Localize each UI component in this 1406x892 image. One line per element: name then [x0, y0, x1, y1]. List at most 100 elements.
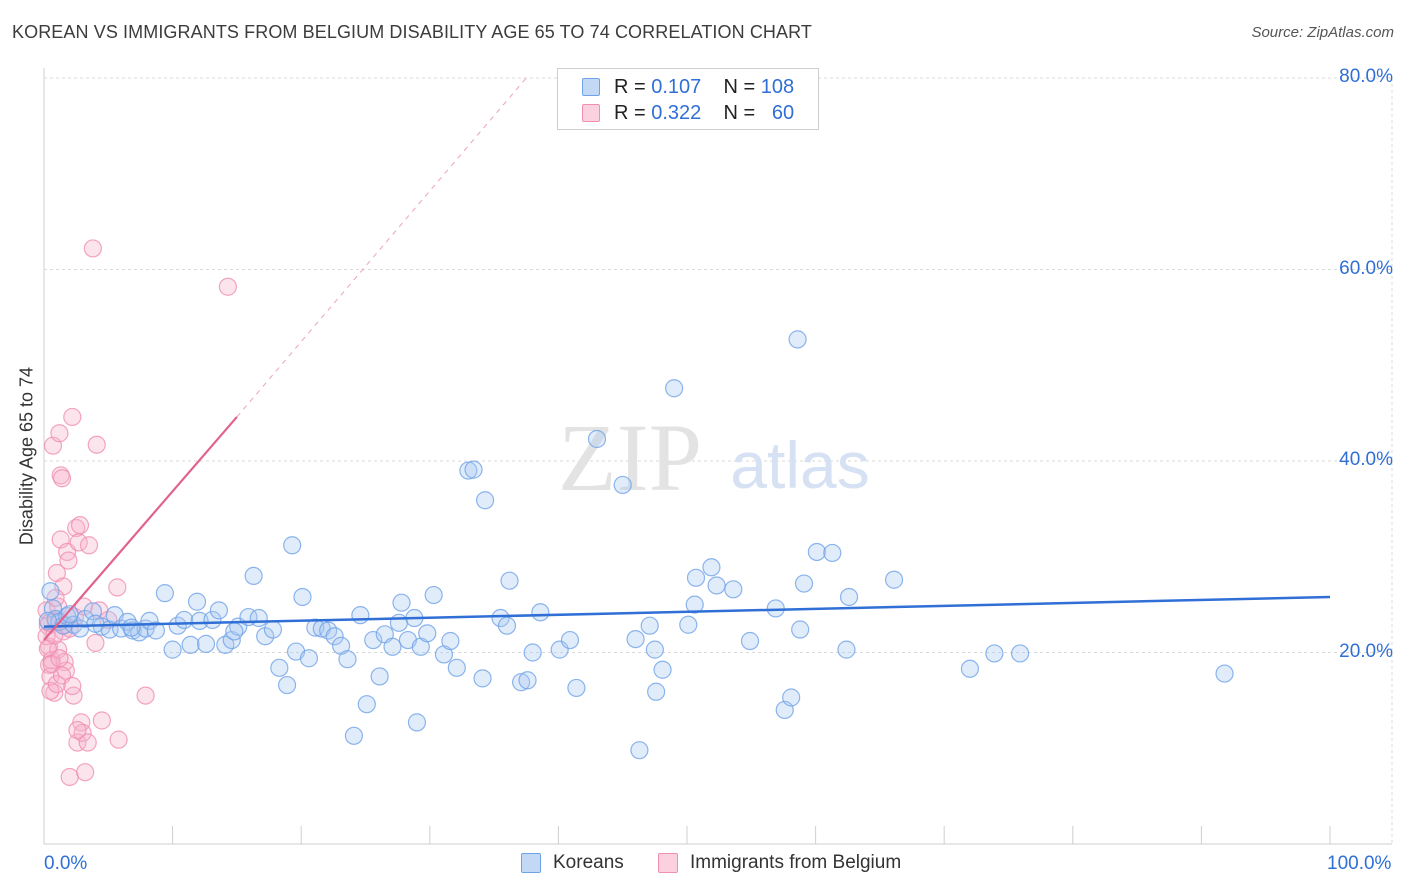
korean-point [702, 558, 721, 577]
korean-point [1010, 644, 1030, 663]
korean-point [823, 543, 842, 563]
korean-point [370, 667, 389, 686]
korean-point [985, 644, 1004, 663]
korean-point [1215, 664, 1234, 683]
belgium-point [83, 239, 102, 258]
korean-point [293, 587, 312, 607]
belgium-point [50, 424, 69, 443]
korean-point [630, 741, 649, 760]
korean-point [209, 601, 228, 620]
korean-point [567, 678, 586, 698]
korean-point [686, 568, 706, 587]
korean-point [807, 542, 826, 562]
belgium-point [50, 649, 69, 668]
korean-point [640, 616, 659, 635]
belgium-trendline-extension [236, 77, 527, 418]
korean-point [459, 461, 478, 480]
korean-point [626, 629, 645, 649]
korean-point [665, 379, 684, 398]
korean-point [299, 649, 319, 668]
korean-point [884, 570, 904, 589]
korean-point [277, 675, 297, 695]
x-tick-label-min: 0.0% [44, 853, 88, 874]
korean-point [364, 630, 383, 650]
korean-point [357, 695, 376, 714]
korean-trendline [43, 595, 1331, 628]
korean-point [325, 627, 344, 646]
gridlines [44, 77, 1393, 844]
belgium-point [68, 720, 87, 740]
korean-points [38, 330, 1234, 760]
watermark: ZIP atlas [558, 404, 870, 511]
belgium-point [73, 723, 92, 743]
korean-point [418, 624, 437, 643]
korean-point [523, 643, 542, 662]
korean-point [788, 330, 807, 349]
korean-point [424, 585, 443, 605]
legend-item-koreans[interactable]: Koreans [521, 852, 624, 874]
korean-point [839, 587, 859, 607]
korean-point [41, 582, 60, 601]
belgium-stats: R = 0.322 N = 60 [614, 101, 795, 124]
korean-point [512, 673, 531, 692]
belgium-trendline [43, 416, 238, 641]
korean-point [707, 576, 726, 595]
belgium-point [63, 407, 82, 427]
korean-point [740, 631, 760, 651]
belgium-point [60, 767, 79, 787]
belgium-point [68, 733, 87, 752]
korean-point [155, 584, 174, 603]
korean-point [190, 611, 209, 631]
korean-point [392, 593, 411, 612]
korean-point [497, 616, 517, 635]
korean-point [407, 713, 427, 732]
korean-point [782, 688, 801, 707]
y-tick-label: 40.0% [1339, 449, 1393, 470]
stats-legend: R = 0.107 N = 108 R = 0.322 N = 60 [557, 68, 819, 130]
korean-point [146, 621, 165, 640]
korean-point [187, 592, 207, 611]
korean-point [587, 429, 607, 449]
korean-point [203, 610, 222, 630]
korean-swatch [582, 78, 600, 96]
chart-title: KOREAN VS IMMIGRANTS FROM BELGIUM DISABI… [12, 22, 813, 42]
belgium-point [92, 711, 111, 730]
belgium-point [59, 551, 78, 570]
korean-point [122, 618, 141, 637]
belgium-point [76, 763, 95, 782]
korean-point [475, 491, 495, 510]
korean-point [196, 634, 216, 653]
korean-point [473, 669, 492, 688]
source-label: Source: ZipAtlas.com [1251, 24, 1394, 41]
korean-stats: R = 0.107 N = 108 [614, 75, 795, 98]
korean-point [560, 630, 580, 650]
belgium-point [86, 633, 105, 653]
korean-point [270, 658, 289, 677]
korean-point [960, 659, 980, 678]
korean-point [794, 574, 814, 593]
belgium-point [52, 469, 72, 488]
x-tick-label-max: 100.0% [1327, 853, 1392, 874]
series-legend: Koreans Immigrants from Belgium [0, 852, 1406, 878]
korean-point [244, 566, 263, 586]
korean-point [163, 640, 182, 659]
korean-point [225, 622, 244, 641]
korean-point [389, 613, 409, 632]
korean-point [647, 682, 666, 701]
belgium-point [70, 516, 90, 535]
y-axis-title: Disability Age 65 to 74 [16, 366, 37, 546]
korean-point [441, 631, 460, 651]
belgium-point [136, 686, 155, 705]
korean-point [383, 637, 402, 656]
korean-point [86, 614, 105, 633]
legend-item-belgium[interactable]: Immigrants from Belgium [658, 852, 901, 874]
korean-point [181, 635, 200, 654]
koreans-legend-label: Koreans [553, 852, 624, 873]
belgium-point [64, 686, 83, 705]
korean-point [263, 620, 283, 639]
trendlines [43, 77, 1331, 641]
korean-point [679, 615, 698, 634]
korean-point [283, 536, 302, 555]
watermark-atlas: atlas [730, 428, 869, 502]
